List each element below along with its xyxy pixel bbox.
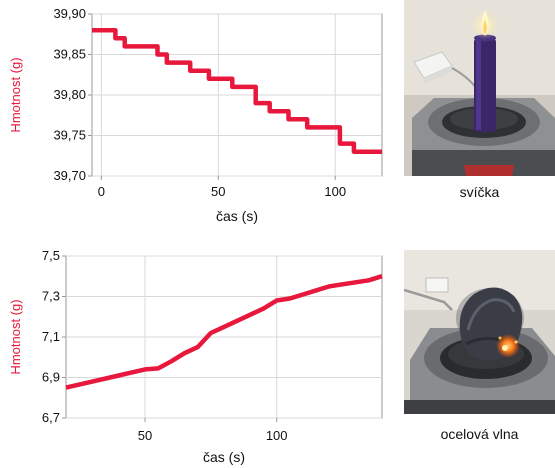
y-tick-label: 39,85 (53, 47, 86, 62)
y-axis-title: Hmotnost (g) (8, 57, 23, 132)
mass-series-line (65, 274, 383, 390)
x-tick-label: 50 (138, 428, 152, 443)
y-tick-label: 7,3 (42, 289, 60, 304)
y-tick-label: 7,5 (42, 248, 60, 263)
caption-candle: svíčka (459, 184, 500, 200)
y-axis-title: Hmotnost (g) (8, 299, 23, 374)
x-tick-label: 0 (98, 184, 105, 199)
y-tick-label: 6,7 (42, 410, 60, 425)
mass-series-line (92, 27, 382, 154)
x-axis-title: čas (s) (216, 208, 258, 224)
x-tick-label: 100 (266, 428, 288, 443)
x-tick-label: 100 (324, 184, 346, 199)
chart-steel-wool-mass: 6,7 6,9 7,1 7,3 7,5 50 100 čas (s) Hmotnost (g) (8, 248, 383, 465)
burning-steel-wool-on-scale-photo (404, 250, 555, 414)
y-tick-label: 39,90 (53, 6, 86, 21)
y-tick-label: 39,75 (53, 128, 86, 143)
y-tick-label: 7,1 (42, 329, 60, 344)
x-tick-label: 50 (211, 184, 225, 199)
caption-steel-wool: ocelová vlna (440, 426, 519, 442)
candle-on-scale-photo (404, 0, 555, 176)
x-axis-title: čas (s) (203, 449, 245, 465)
y-tick-label: 39,70 (53, 168, 86, 183)
chart-candle-mass: 39,70 39,75 39,80 39,85 39,90 0 50 100 čas (s) Hm… (8, 6, 383, 224)
y-tick-label: 6,9 (42, 370, 60, 385)
y-tick-label: 39,80 (53, 87, 86, 102)
